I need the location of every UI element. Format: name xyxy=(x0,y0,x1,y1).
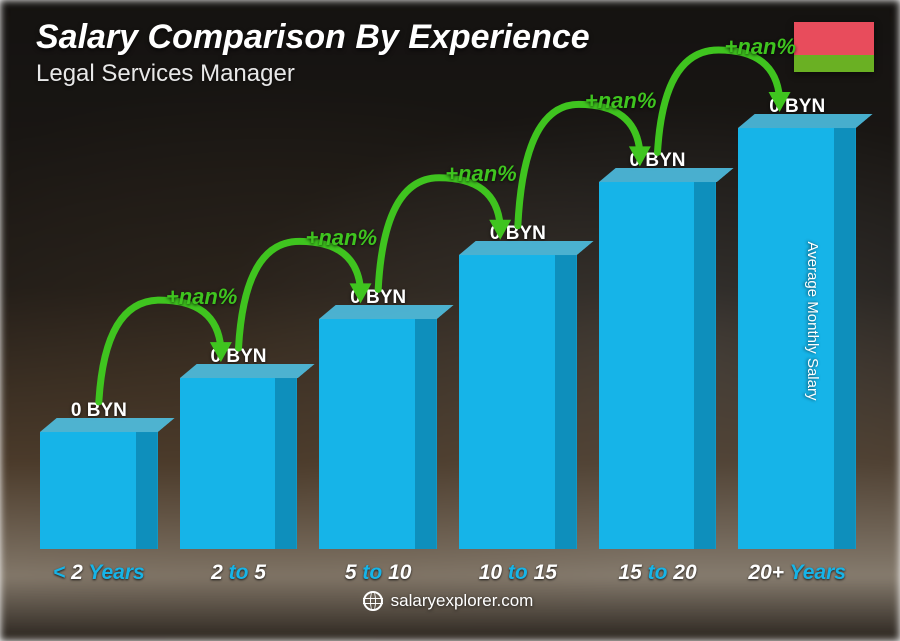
x-axis-label: 15 to 20 xyxy=(618,561,696,585)
footer-text: salaryexplorer.com xyxy=(391,591,534,611)
increase-arrow: +nan% xyxy=(36,96,860,585)
increase-arrow: +nan% xyxy=(36,96,860,585)
footer-attribution: salaryexplorer.com xyxy=(36,591,860,611)
y-axis-label: Average Monthly Salary xyxy=(804,241,821,400)
x-axis-label: 5 to 10 xyxy=(345,561,412,585)
bar xyxy=(738,128,856,549)
bar-plot-area: 0 BYN< 2 Years0 BYN2 to 50 BYN5 to 100 B… xyxy=(36,96,860,585)
bar xyxy=(180,378,298,549)
chart-title: Salary Comparison By Experience xyxy=(36,20,860,56)
x-axis-label: 10 to 15 xyxy=(479,561,557,585)
bar xyxy=(599,182,717,549)
chart-subtitle: Legal Services Manager xyxy=(36,60,860,88)
bar-column: 0 BYN20+ Years xyxy=(738,96,856,585)
bar xyxy=(459,255,577,549)
bar-column: 0 BYN2 to 5 xyxy=(180,96,298,585)
increase-arrow: +nan% xyxy=(36,96,860,585)
chart-container: Salary Comparison By Experience Legal Se… xyxy=(0,0,900,641)
increase-arrow: +nan% xyxy=(36,96,860,585)
x-axis-label: 20+ Years xyxy=(748,561,846,585)
x-axis-label: 2 to 5 xyxy=(211,561,266,585)
bar-column: 0 BYN10 to 15 xyxy=(459,96,577,585)
globe-icon xyxy=(363,591,383,611)
chart-header: Salary Comparison By Experience Legal Se… xyxy=(36,20,860,88)
bar-column: 0 BYN5 to 10 xyxy=(319,96,437,585)
bar-column: 0 BYN< 2 Years xyxy=(40,96,158,585)
bar-column: 0 BYN15 to 20 xyxy=(599,96,717,585)
x-axis-label: < 2 Years xyxy=(53,561,145,585)
bar xyxy=(40,432,158,549)
bar xyxy=(319,319,437,549)
increase-arrow: +nan% xyxy=(36,96,860,585)
